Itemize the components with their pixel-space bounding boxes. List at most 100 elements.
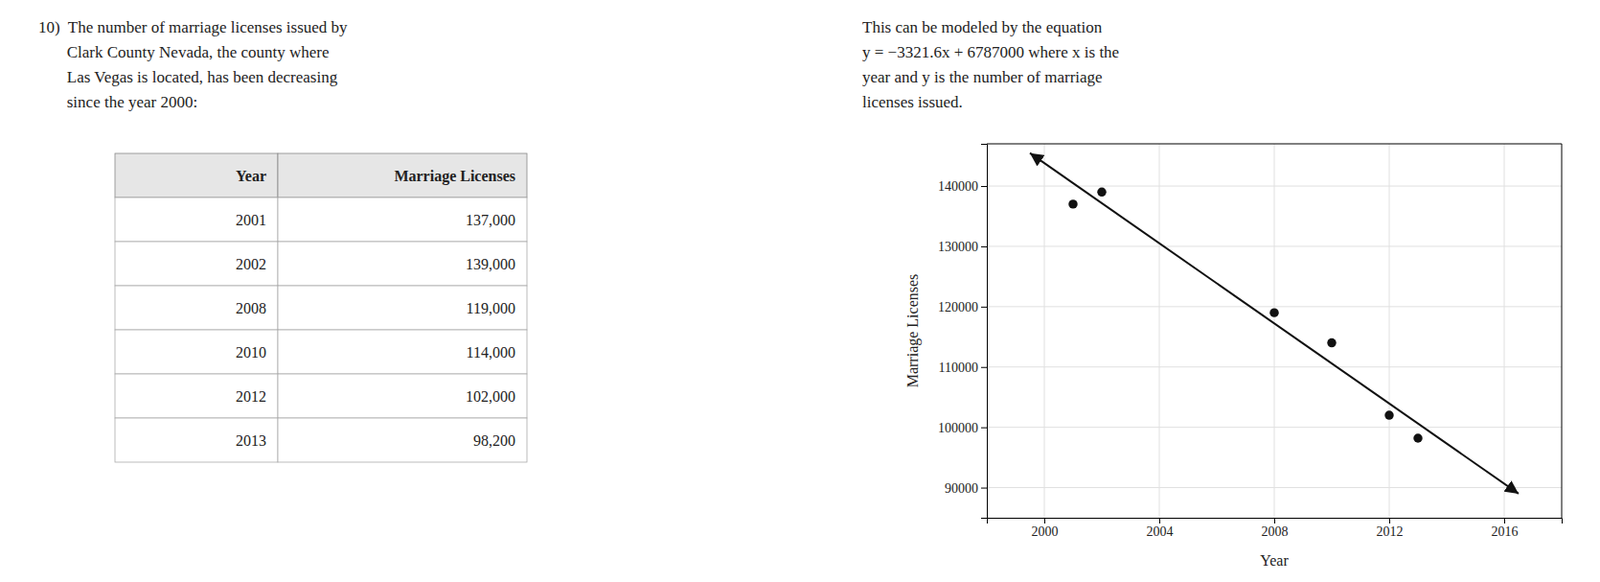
y-tick: 100000 (937, 420, 987, 435)
annotation-line: year and y is the number of marriage (862, 68, 1103, 87)
annotation-line: since the year 2000: (38, 92, 198, 112)
marks (1029, 153, 1519, 494)
y-tick-mark (981, 366, 987, 368)
table-cell-text: 2002 (235, 255, 267, 273)
data-point (1097, 187, 1106, 197)
annotation-line: Clark County Nevada, the county where (38, 43, 330, 62)
x-axis-line (987, 518, 1563, 525)
y-tick-label: 110000 (938, 360, 979, 375)
plot-frame (1561, 143, 1563, 518)
x-grid-line (1159, 143, 1161, 518)
annotation-block: This can be modeled by the equation y = −… (862, 18, 1120, 112)
chart-canvas: 10) The number of marriage licenses issu… (0, 0, 1600, 582)
y-grid-line (986, 245, 1562, 247)
y-tick-mark (981, 306, 987, 308)
y-tick-label: 120000 (937, 299, 979, 315)
y-tick: 90000 (944, 480, 987, 496)
table-cell-text: 119,000 (466, 299, 516, 317)
table-cell (277, 373, 527, 418)
y-tick-label: 90000 (944, 480, 979, 496)
table-cell-text: 2013 (235, 432, 267, 449)
plot-frame (986, 143, 1562, 145)
table-cell (277, 329, 527, 374)
table-cell-text: 137,000 (465, 211, 516, 229)
x-tick-label: 2000 (1031, 524, 1059, 539)
x-tick: 2016 (1491, 517, 1519, 539)
plot: 2000 2004 2008 2012 2016 90000 100000 110000 120… (937, 143, 1563, 539)
y-grid-line (986, 305, 1562, 307)
annotation-line: 10) The number of marriage licenses issu… (38, 18, 348, 37)
table-header-text: Year (235, 167, 267, 184)
y-axis: 90000 100000 110000 120000 130000 140000 (937, 144, 988, 519)
x-grid-line (1504, 143, 1506, 518)
table-header-cell (277, 153, 527, 198)
x-axis-title: Year (1259, 551, 1289, 569)
y-axis-title: Marriage Licenses (904, 274, 922, 389)
y-tick: 130000 (937, 239, 987, 254)
y-tick: 110000 (938, 360, 987, 375)
x-tick: 2012 (1376, 517, 1404, 539)
grid (986, 143, 1562, 518)
x-grid-line (1274, 143, 1276, 518)
data-point (1269, 307, 1279, 317)
x-tick-label: 2004 (1146, 524, 1174, 539)
y-tick-mark (981, 185, 987, 187)
y-grid-line (986, 185, 1562, 187)
table-cell (277, 197, 527, 242)
table-cell (114, 285, 278, 330)
table-cell (114, 373, 278, 418)
annotation-line: Las Vegas is located, has been decreasin… (38, 68, 339, 87)
y-axis-line (981, 144, 988, 519)
table-cell-text: 2001 (235, 211, 267, 229)
x-grid-line (1044, 143, 1046, 518)
y-tick: 120000 (937, 299, 987, 315)
table-cell-text: 2012 (235, 388, 267, 405)
annotation-block: 10) The number of marriage licenses issu… (38, 18, 348, 112)
x-tick-mark (1504, 517, 1506, 524)
table-header-text: Marriage Licenses (393, 167, 516, 185)
x-axis: 2000 2004 2008 2012 2016 (987, 517, 1563, 539)
y-tick: 140000 (937, 179, 987, 194)
table-header-cell (114, 153, 278, 198)
y-tick-mark (981, 427, 987, 429)
table-cell-text: 139,000 (465, 255, 516, 273)
x-tick: 2000 (1031, 517, 1059, 539)
annotation-line: licenses issued. (862, 92, 963, 112)
table-cell (114, 197, 278, 242)
y-grid-line (986, 426, 1562, 428)
x-tick-mark (1389, 517, 1391, 524)
y-tick-label: 100000 (937, 420, 979, 435)
annotation-line: y = −3321.6x + 6787000 where x is the (862, 43, 1120, 62)
table-cell (114, 329, 278, 374)
x-tick-label: 2012 (1376, 524, 1404, 539)
table-cell-text: 2010 (235, 343, 267, 361)
table: Year Marriage Licenses 2001 137,000 2002 139,… (114, 153, 527, 462)
x-tick-mark (1274, 517, 1276, 524)
table-cell (277, 417, 527, 462)
x-tick-label: 2016 (1491, 524, 1519, 539)
data-point (1384, 410, 1394, 419)
x-tick-mark (1159, 517, 1161, 524)
y-tick-mark (981, 246, 987, 248)
data-point (1068, 199, 1077, 208)
x-grid-line (1389, 143, 1391, 518)
y-tick-mark (981, 487, 987, 489)
annotation-line: This can be modeled by the equation (862, 18, 1103, 37)
y-tick-label: 130000 (937, 239, 979, 254)
table-cell-text: 2008 (235, 299, 267, 317)
table-cell (277, 241, 527, 286)
table-cell (114, 417, 278, 462)
x-tick: 2004 (1146, 517, 1174, 539)
table-cell-text: 102,000 (465, 388, 516, 405)
trend-line (1029, 153, 1519, 494)
x-tick-label: 2008 (1261, 524, 1289, 539)
data-point (1326, 338, 1336, 347)
y-tick-label: 140000 (937, 179, 979, 194)
y-grid-line (986, 365, 1562, 367)
table-cell (277, 285, 527, 330)
x-tick: 2008 (1261, 517, 1289, 539)
table-cell-text: 114,000 (466, 343, 516, 361)
x-tick-mark (1044, 517, 1046, 524)
data-point (1413, 433, 1422, 442)
table-cell-text: 98,200 (473, 432, 516, 449)
